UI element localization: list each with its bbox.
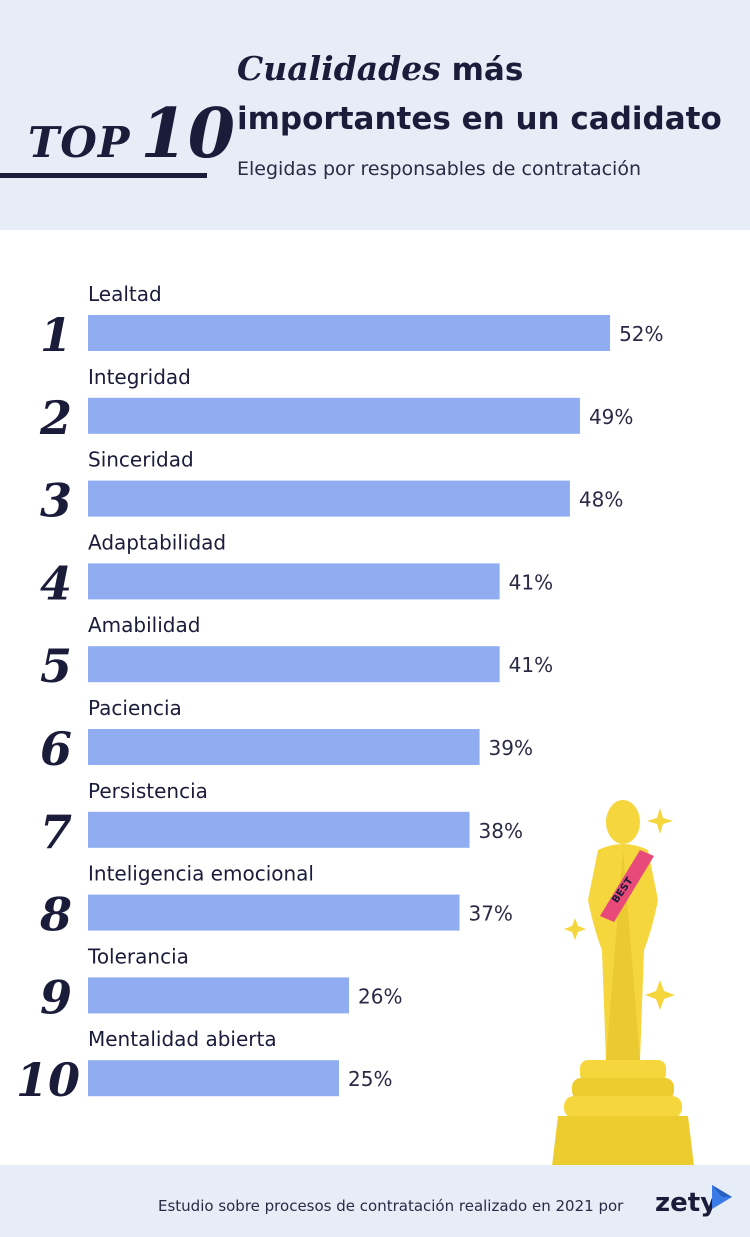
- value-label: 41%: [509, 653, 553, 677]
- bar: [88, 563, 500, 600]
- footer-bar: [0, 1165, 750, 1237]
- title-line2: importantes en un cadidato: [237, 101, 722, 137]
- bar: [88, 480, 570, 517]
- value-label: 49%: [589, 405, 633, 429]
- rank-number: 1: [40, 308, 72, 362]
- rank-number: 7: [40, 805, 72, 859]
- value-label: 37%: [468, 902, 512, 926]
- category-label: Persistencia: [88, 779, 208, 803]
- bar: [88, 894, 460, 931]
- bar: [88, 811, 470, 848]
- top10-badge: TOP 10: [28, 94, 235, 174]
- value-label: 26%: [358, 984, 402, 1008]
- brand-logo: zety: [655, 1188, 718, 1218]
- rank-number: 2: [39, 391, 72, 445]
- title-emphasis: Cualidades: [237, 49, 441, 88]
- rank-number: 5: [40, 639, 72, 693]
- category-label: Tolerancia: [87, 944, 189, 968]
- footer-credit: Estudio sobre procesos de contratación r…: [158, 1197, 624, 1215]
- bar: [88, 977, 350, 1014]
- category-label: Mentalidad abierta: [88, 1027, 277, 1051]
- rank-number: 10: [16, 1053, 80, 1107]
- page-subtitle: Elegidas por responsables de contratació…: [237, 158, 642, 180]
- bar: [88, 729, 480, 765]
- title-rest-line1: más: [440, 52, 524, 88]
- category-label: Integridad: [88, 365, 191, 389]
- value-label: 52%: [619, 322, 663, 346]
- brand-arrow-icon: [712, 1185, 732, 1209]
- bar: [88, 397, 580, 434]
- rank-number: 4: [40, 556, 72, 610]
- category-label: Inteligencia emocional: [88, 862, 314, 886]
- rank-number: 6: [40, 722, 72, 776]
- value-label: 38%: [479, 819, 523, 843]
- top-number: 10: [140, 94, 236, 174]
- trophy-illustration: BEST: [552, 800, 694, 1166]
- category-label: Lealtad: [88, 282, 162, 306]
- value-label: 39%: [489, 736, 533, 760]
- rank-number: 3: [40, 474, 72, 528]
- category-label: Adaptabilidad: [88, 530, 226, 554]
- value-label: 41%: [509, 570, 553, 594]
- top-word: TOP: [28, 118, 131, 167]
- category-label: Sinceridad: [88, 448, 194, 472]
- top10-underline: [0, 173, 207, 178]
- category-label: Paciencia: [88, 696, 182, 720]
- value-label: 48%: [579, 488, 623, 512]
- bar: [88, 646, 500, 683]
- rank-number: 9: [40, 970, 72, 1024]
- bar-chart: 1 Lealtad 52% 2 Integridad 49% 3 Sinceridad 48% 4…: [16, 282, 664, 1107]
- value-label: 25%: [348, 1067, 392, 1091]
- bar: [88, 315, 611, 351]
- rank-number: 8: [39, 888, 72, 942]
- page-title: Cualidades más importantes en un cadidat…: [237, 44, 737, 144]
- category-label: Amabilidad: [88, 613, 200, 637]
- bar: [88, 1060, 339, 1097]
- header-banner: [0, 0, 750, 230]
